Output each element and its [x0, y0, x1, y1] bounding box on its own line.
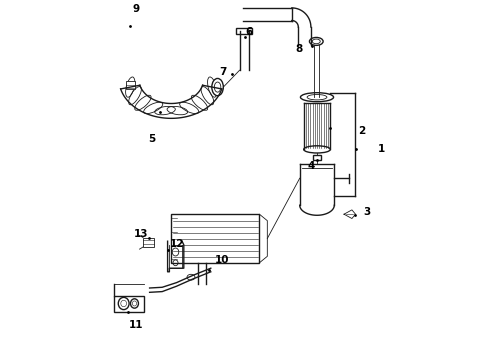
Ellipse shape	[130, 299, 139, 308]
Text: 1: 1	[377, 144, 385, 154]
Ellipse shape	[118, 297, 129, 310]
Text: 3: 3	[364, 207, 371, 217]
Bar	[313, 155, 321, 160]
Text: 9: 9	[133, 4, 140, 14]
Text: 7: 7	[220, 67, 227, 77]
Ellipse shape	[212, 78, 223, 96]
Bar	[126, 81, 135, 89]
Ellipse shape	[310, 37, 323, 45]
Text: 11: 11	[129, 320, 144, 330]
Text: 4: 4	[308, 161, 315, 171]
Ellipse shape	[300, 93, 334, 102]
Text: 13: 13	[133, 229, 148, 239]
Ellipse shape	[304, 146, 330, 153]
Text: 2: 2	[358, 126, 366, 136]
Bar	[236, 28, 252, 34]
Text: 10: 10	[214, 255, 229, 265]
Bar	[143, 238, 154, 247]
Bar	[114, 296, 144, 312]
Bar	[171, 214, 259, 263]
Text: 8: 8	[295, 44, 303, 54]
Text: 6: 6	[245, 27, 252, 37]
Text: 12: 12	[170, 239, 185, 249]
Text: 5: 5	[148, 134, 155, 144]
